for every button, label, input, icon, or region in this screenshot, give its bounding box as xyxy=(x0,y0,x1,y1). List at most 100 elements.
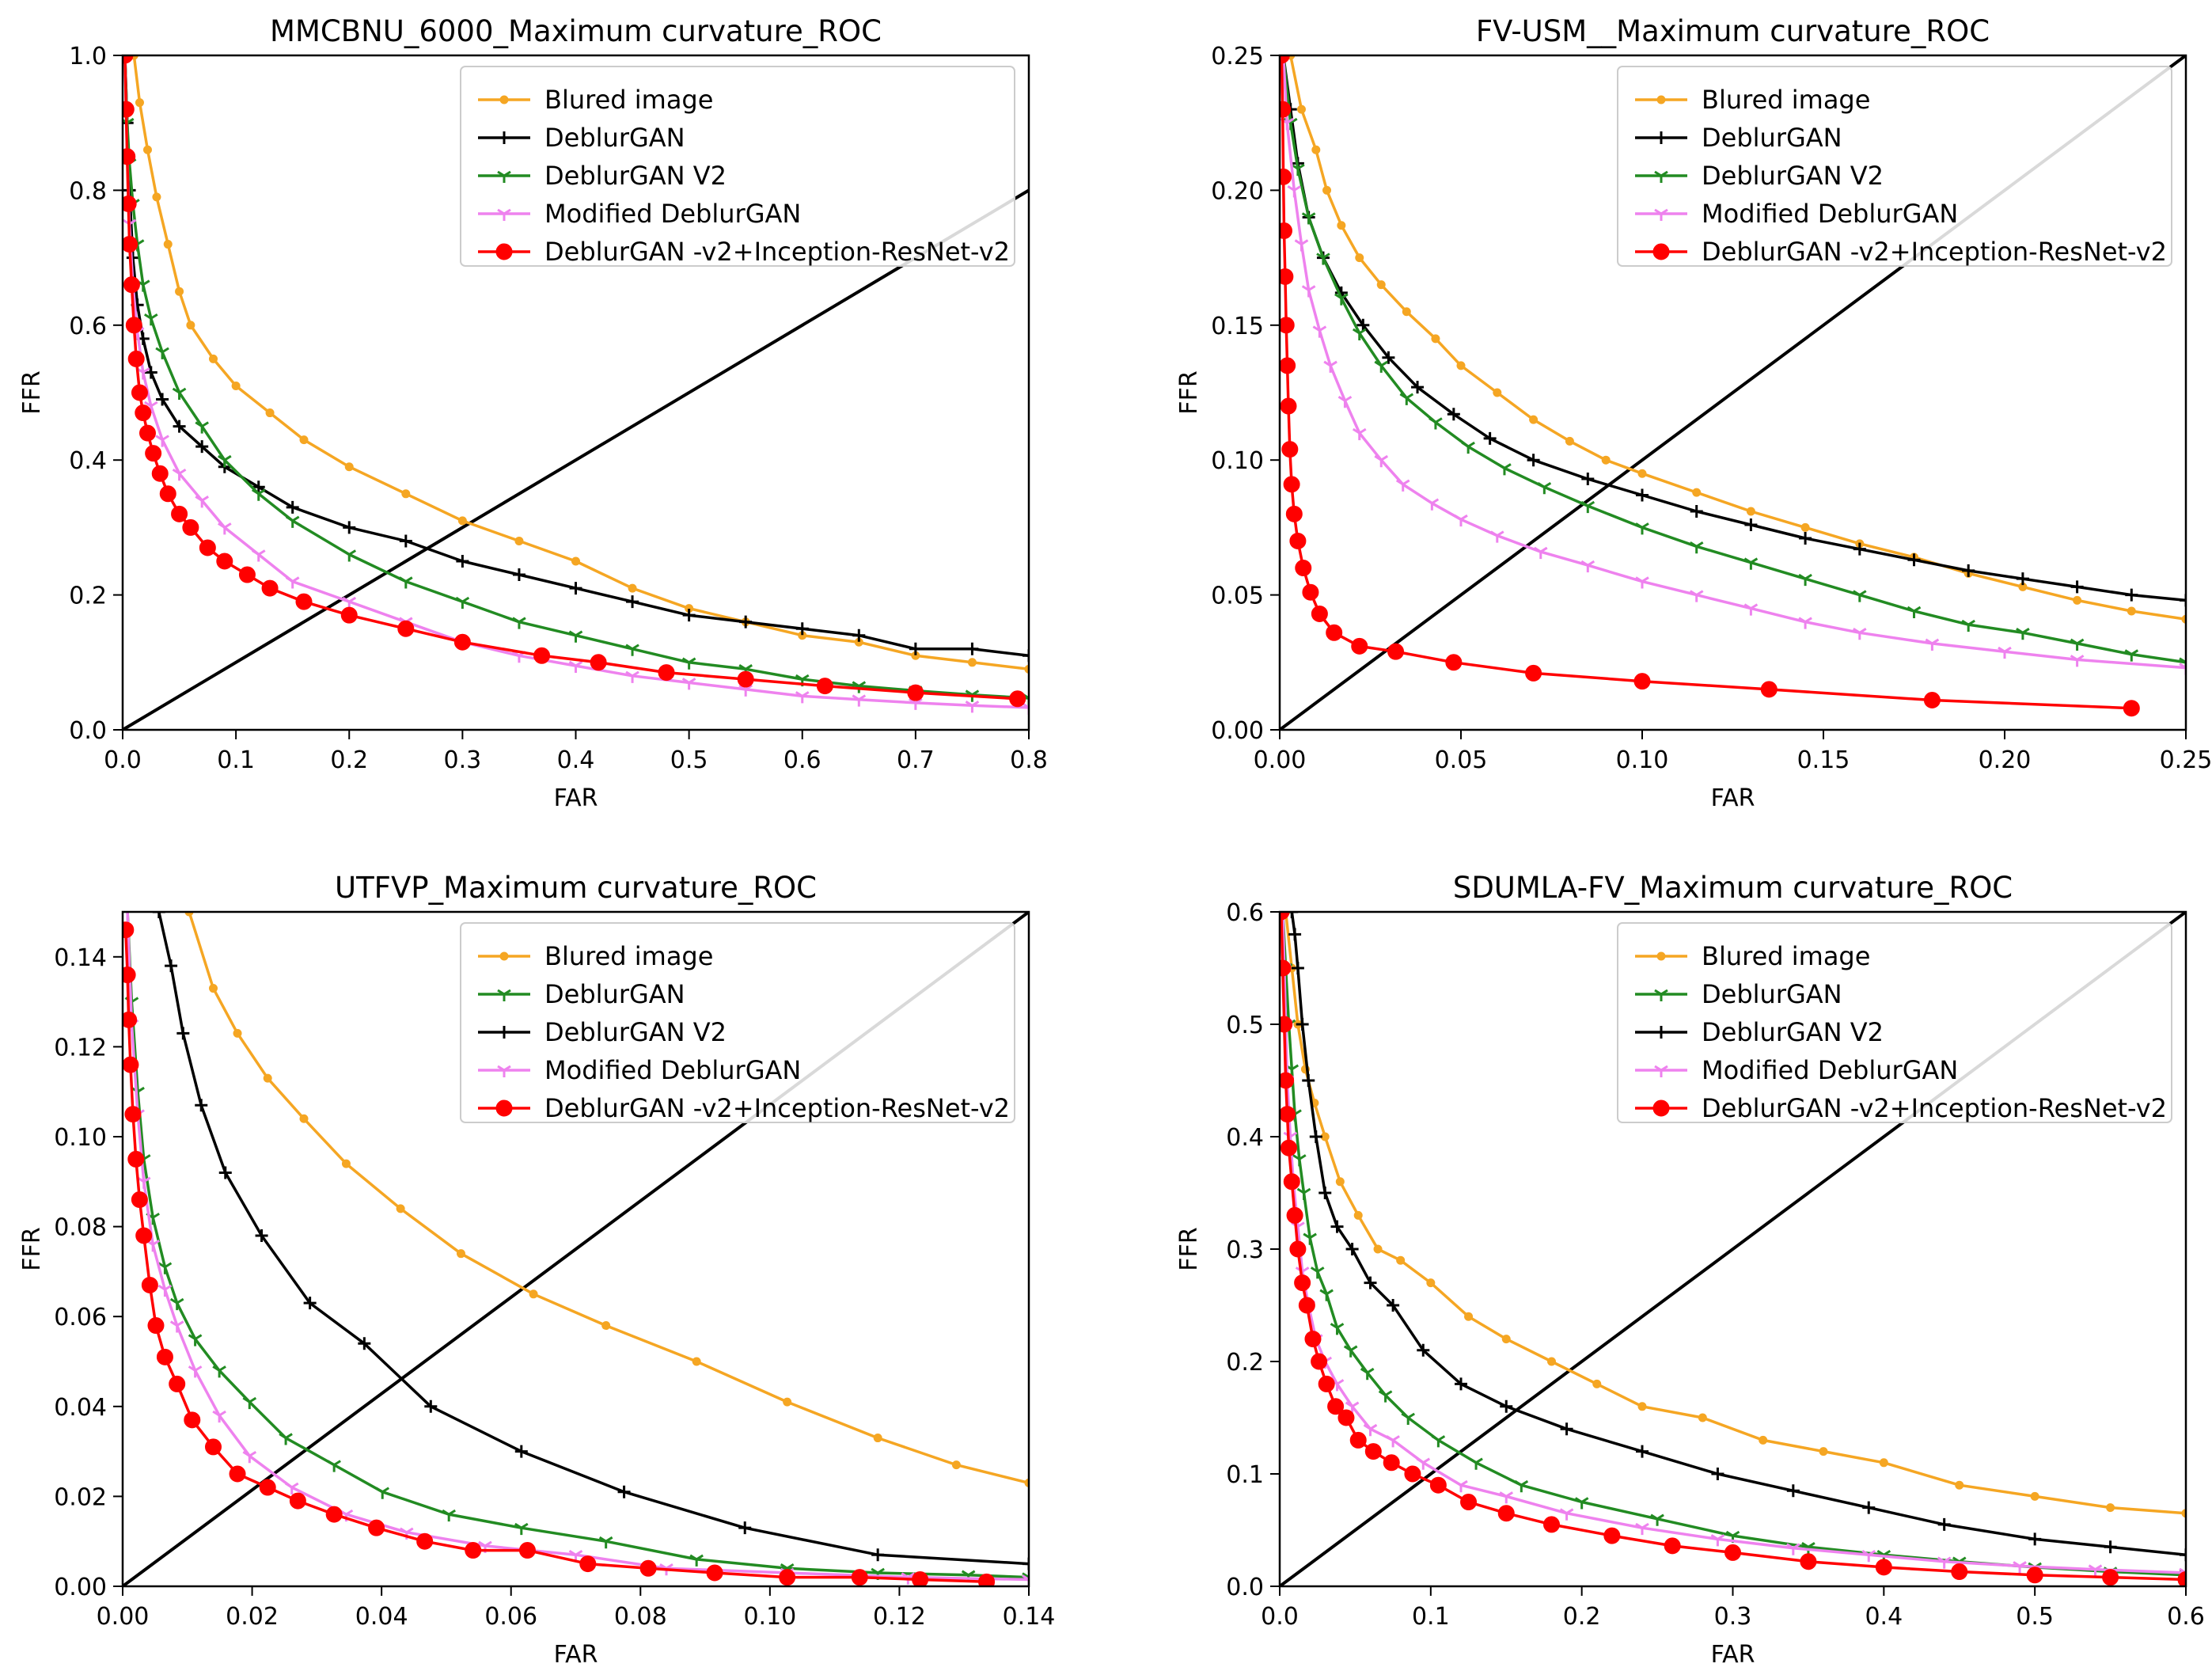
data-point xyxy=(658,664,675,682)
data-point xyxy=(1998,646,2012,659)
data-point xyxy=(182,518,199,536)
y-tick-label: 0.6 xyxy=(69,313,107,340)
data-point xyxy=(2030,1491,2039,1501)
data-point xyxy=(909,697,923,710)
data-point xyxy=(1337,221,1346,230)
data-point xyxy=(1280,1016,1293,1033)
data-point xyxy=(1637,469,1647,478)
data-point xyxy=(1635,576,1649,589)
data-point xyxy=(123,1011,138,1028)
legend-marker xyxy=(497,1065,511,1077)
legend-item: Modified DeblurGAN xyxy=(478,1055,801,1085)
x-tick-label: 0.5 xyxy=(2016,1603,2054,1631)
x-tick-label: 0.7 xyxy=(897,746,935,774)
legend-marker xyxy=(497,170,511,183)
y-tick-label: 0.25 xyxy=(1211,43,1264,70)
data-point xyxy=(1280,101,1292,118)
data-point xyxy=(343,521,356,534)
data-point xyxy=(1009,690,1026,708)
data-point xyxy=(1363,1423,1378,1437)
data-point xyxy=(1853,542,1866,556)
data-point xyxy=(375,1487,390,1499)
data-point xyxy=(682,609,696,622)
data-point xyxy=(1318,1375,1335,1392)
data-point xyxy=(2070,580,2084,594)
data-point xyxy=(231,381,241,390)
data-point xyxy=(1650,1513,1664,1526)
x-tick-label: 0.00 xyxy=(1254,746,1307,774)
data-point xyxy=(1298,1297,1315,1314)
legend-marker xyxy=(495,243,513,260)
data-point xyxy=(1635,1522,1649,1536)
data-point xyxy=(1937,1517,1951,1531)
data-point xyxy=(1533,546,1548,560)
data-point xyxy=(1387,643,1405,660)
legend-label: Modified DeblurGAN xyxy=(544,1055,801,1085)
data-point xyxy=(1364,1276,1377,1289)
data-point xyxy=(1378,1390,1393,1403)
y-tick-label: 0.6 xyxy=(1226,899,1264,927)
data-point xyxy=(1022,1572,1029,1585)
legend-box xyxy=(460,66,1015,267)
data-point xyxy=(1601,455,1611,465)
data-point xyxy=(2026,1567,2043,1584)
data-point xyxy=(1401,1412,1416,1425)
legend-label: Blured image xyxy=(1702,941,1870,971)
chart-panel-4: SDUMLA-FV_Maximum curvature_ROC 0.0 0.1 0.2… xyxy=(1175,871,2205,1669)
data-point xyxy=(123,921,135,939)
legend-box xyxy=(460,922,1015,1123)
x-tick-label: 0.4 xyxy=(557,746,595,774)
data-point xyxy=(1800,1553,1817,1570)
data-point xyxy=(1416,1457,1431,1470)
data-point xyxy=(285,576,300,589)
data-point xyxy=(1386,1435,1400,1448)
data-point xyxy=(1285,912,1299,918)
data-point xyxy=(233,1028,242,1038)
data-point xyxy=(1311,605,1328,622)
data-point xyxy=(1286,1206,1303,1224)
data-point xyxy=(209,354,218,363)
data-point xyxy=(1312,325,1327,338)
y-tick-label: 0.0 xyxy=(1226,1574,1264,1601)
plot-frame xyxy=(1278,54,2187,731)
legend-label: Modified DeblurGAN xyxy=(544,199,801,229)
legend-item: DeblurGAN xyxy=(478,123,685,153)
data-point xyxy=(1461,441,1475,454)
data-point xyxy=(1664,1537,1681,1555)
data-point xyxy=(2016,572,2029,586)
x-axis-label: FAR xyxy=(554,1641,598,1669)
data-point xyxy=(1374,454,1389,468)
legend-label: DeblurGAN xyxy=(1702,123,1842,153)
data-point xyxy=(1364,1443,1382,1460)
data-point xyxy=(195,1099,208,1112)
data-point xyxy=(1280,55,1290,64)
data-point xyxy=(1289,532,1307,549)
data-point xyxy=(1490,530,1504,543)
data-point xyxy=(442,1509,456,1522)
data-point xyxy=(1402,307,1411,317)
y-tick-label: 0.4 xyxy=(69,447,107,475)
legend-marker xyxy=(497,208,511,221)
data-point xyxy=(1937,1556,1952,1569)
data-point xyxy=(2106,1503,2115,1513)
data-point xyxy=(1547,1357,1556,1366)
data-point xyxy=(172,387,187,400)
data-point xyxy=(1875,1559,1892,1576)
data-point xyxy=(1399,393,1414,405)
legend: Blured image DeblurGAN DeblurGAN V2 Modifie… xyxy=(1617,66,2172,267)
data-point xyxy=(912,1570,929,1586)
data-point xyxy=(1327,1398,1345,1415)
data-point xyxy=(1724,1544,1741,1561)
data-point xyxy=(1955,1480,1964,1490)
data-point xyxy=(1743,557,1759,570)
data-point xyxy=(1581,473,1595,486)
data-point xyxy=(176,1027,190,1040)
legend-box xyxy=(1617,66,2172,267)
legend-marker xyxy=(1654,989,1668,1001)
legend-marker xyxy=(498,131,510,144)
data-point xyxy=(1302,1074,1315,1087)
data-point xyxy=(1288,928,1302,941)
data-point xyxy=(2102,1569,2119,1586)
data-point xyxy=(1283,1173,1300,1191)
plot-frame xyxy=(121,910,1030,1588)
